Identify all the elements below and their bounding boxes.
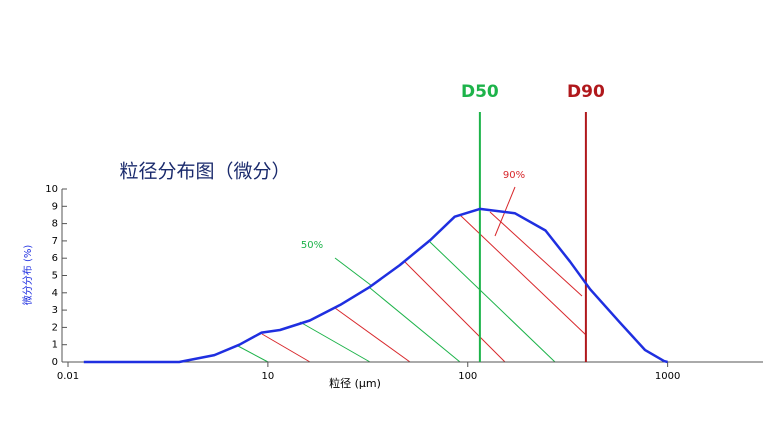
y-axis-label: 微分分布 (%) — [21, 245, 34, 306]
reference-label: D90 — [567, 82, 605, 102]
hatch — [429, 241, 556, 363]
y-tick-label: 4 — [52, 288, 58, 299]
x-axis-label: 粒径 (μm) — [329, 376, 381, 390]
annotation-arrow — [334, 257, 373, 287]
y-tick-label: 3 — [52, 305, 58, 316]
y-tick-label: 8 — [52, 219, 58, 230]
y-tick-label: 10 — [45, 184, 58, 195]
y-tick-label: 6 — [52, 253, 58, 264]
y-tick-label: 9 — [52, 201, 58, 212]
hatch — [369, 287, 461, 363]
annotation: 50% — [301, 240, 323, 251]
reference-label: D50 — [461, 82, 499, 102]
hatch — [299, 321, 371, 363]
y-tick-label: 2 — [52, 322, 58, 333]
x-tick-label: 100 — [458, 371, 477, 382]
hatch — [404, 261, 506, 363]
hatch — [489, 211, 583, 297]
annotation: 90% — [503, 170, 525, 181]
hatch — [459, 214, 587, 336]
hatch — [237, 345, 269, 363]
y-tick-label: 1 — [52, 340, 58, 351]
x-tick-label: 0.01 — [57, 371, 79, 382]
x-tick-label: 1000 — [655, 371, 680, 382]
chart-title: 粒径分布图（微分） — [119, 161, 290, 183]
hatch — [261, 333, 311, 363]
x-tick-label: 10 — [262, 371, 275, 382]
distribution-curve — [83, 207, 668, 364]
hatching — [237, 211, 587, 363]
y-tick-label: 7 — [52, 236, 58, 247]
y-tick-label: 5 — [52, 271, 58, 282]
hatch — [334, 307, 411, 363]
y-tick-label: 0 — [52, 357, 58, 368]
